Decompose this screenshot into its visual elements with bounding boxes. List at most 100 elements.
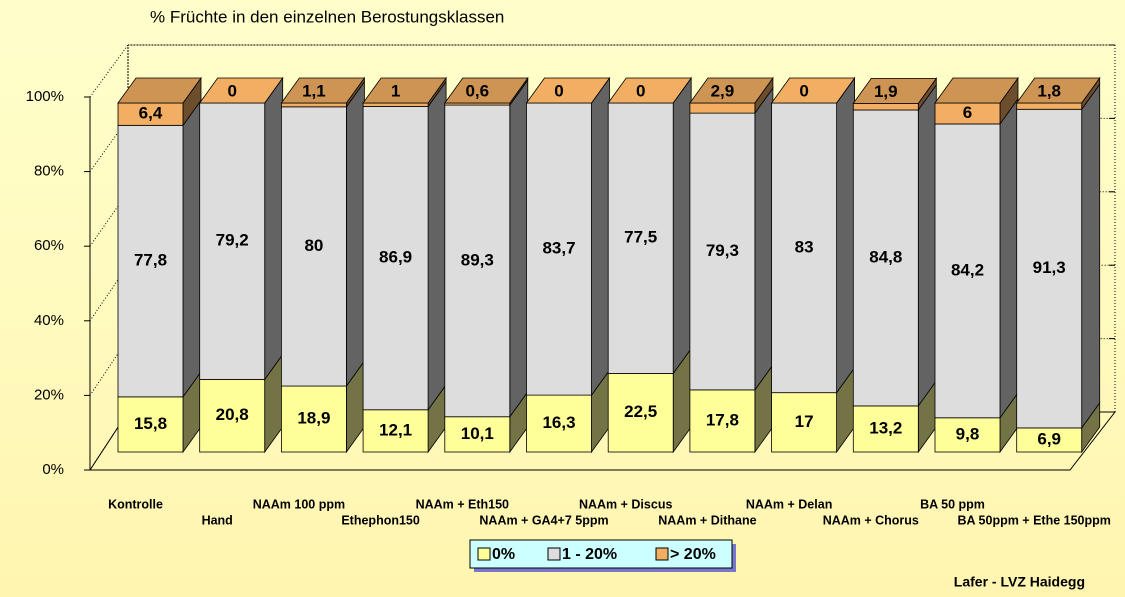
bar-segment <box>852 77 938 112</box>
x-tick-label: NAAm + Delan <box>746 497 832 511</box>
bar-front <box>526 394 592 453</box>
bar-segment <box>689 76 774 115</box>
y-tick-label: 40% <box>34 312 64 329</box>
value-label: 0 <box>636 81 645 100</box>
bar-front <box>771 392 837 453</box>
bar-front <box>444 104 511 418</box>
value-label: 2,9 <box>711 81 735 100</box>
value-label: 6 <box>963 103 972 122</box>
value-label: 84,2 <box>951 260 984 279</box>
bar-top <box>525 77 611 104</box>
bar-segment <box>770 77 856 104</box>
value-label: 15,8 <box>134 414 167 433</box>
value-label: 79,2 <box>216 231 249 250</box>
bar-segment <box>117 99 202 399</box>
value-label: 6,4 <box>139 104 163 123</box>
bar-front <box>771 102 837 394</box>
bar-top <box>280 77 366 104</box>
bar-front <box>689 389 756 453</box>
legend-swatch <box>547 547 561 561</box>
bar-segment <box>771 366 855 454</box>
bar-segment <box>280 359 365 454</box>
bar-side <box>182 99 202 399</box>
bar-segment <box>199 76 284 381</box>
y-tick-label: 0% <box>42 461 64 478</box>
value-label: 77,5 <box>624 228 657 247</box>
bar-segment <box>525 77 611 104</box>
value-label: 1,9 <box>874 82 898 101</box>
value-label: 89,3 <box>461 250 494 269</box>
bar-side <box>672 76 692 375</box>
bar-segment <box>444 78 529 418</box>
bar-top <box>770 77 856 104</box>
bar-top <box>117 77 202 104</box>
bar-front <box>934 417 1001 453</box>
bar-segment <box>689 86 774 392</box>
bar-front <box>1016 108 1083 429</box>
x-tick-label: Hand <box>202 513 233 527</box>
bar-segment <box>852 379 937 454</box>
bar-front <box>280 385 347 453</box>
legend <box>469 539 733 569</box>
legend-label: > 20% <box>670 546 716 563</box>
bar-front <box>526 102 592 396</box>
bar-segment <box>362 80 447 412</box>
bar-side <box>264 76 284 381</box>
bar-segment <box>280 76 366 109</box>
legend-label: 1 - 20% <box>562 546 617 563</box>
bar-segment <box>526 368 610 454</box>
bar-side <box>591 76 610 397</box>
bar-top <box>852 77 938 104</box>
value-label: 10,1 <box>461 424 494 443</box>
value-label: 18,9 <box>297 409 330 428</box>
bar-front <box>1016 427 1083 453</box>
bar-segment <box>444 76 529 107</box>
value-label: 16,3 <box>542 413 575 432</box>
x-tick-label: Kontrolle <box>108 497 163 511</box>
bar-side <box>999 97 1019 420</box>
grid-line <box>89 44 1115 98</box>
bar-segment <box>199 353 284 454</box>
y-tick-label: 100% <box>26 88 64 105</box>
bar-segment <box>117 76 202 127</box>
bar-segment <box>689 363 774 454</box>
bar-front <box>199 102 266 380</box>
bar-segment <box>280 80 365 388</box>
bar-front <box>852 102 919 111</box>
y-tick-label: 60% <box>34 237 64 254</box>
x-tick-label: NAAm + GA4+7 5ppm <box>479 513 608 527</box>
bar-front <box>362 409 429 453</box>
bar-front <box>117 396 184 453</box>
value-label: 0 <box>799 81 808 100</box>
legend-swatch <box>477 547 491 561</box>
bar-segment <box>1015 76 1101 111</box>
bar-top <box>607 77 692 104</box>
bar-front <box>362 102 429 107</box>
bar-front <box>362 106 429 411</box>
x-tick-label: NAAm + Discus <box>579 497 672 511</box>
bar-segment <box>852 83 937 408</box>
x-tick-label: BA 50 ppm <box>920 497 985 511</box>
value-label: 22,5 <box>624 402 657 421</box>
bar-front <box>280 102 347 108</box>
value-label: 20,8 <box>216 405 249 424</box>
bar-segment <box>1016 401 1101 454</box>
annotation: Lafer - LVZ Haidegg <box>954 574 1085 590</box>
bar-top <box>362 77 447 104</box>
bar-segment <box>117 370 202 454</box>
bar-segment <box>1016 83 1101 430</box>
value-label: 83,7 <box>542 239 575 258</box>
value-label: 0 <box>554 81 563 100</box>
value-label: 91,3 <box>1033 258 1066 277</box>
x-tick-label: NAAm + Dithane <box>658 513 756 527</box>
bar-segment <box>362 383 447 454</box>
bar-front <box>852 109 919 407</box>
x-tick-label: NAAm 100 ppm <box>253 497 345 511</box>
bar-segment <box>607 76 692 375</box>
bar-side <box>917 83 937 408</box>
bar-front <box>852 405 919 453</box>
bar-segment <box>934 76 1019 126</box>
bar-top <box>1015 77 1101 104</box>
y-tick-label: 20% <box>34 386 64 403</box>
